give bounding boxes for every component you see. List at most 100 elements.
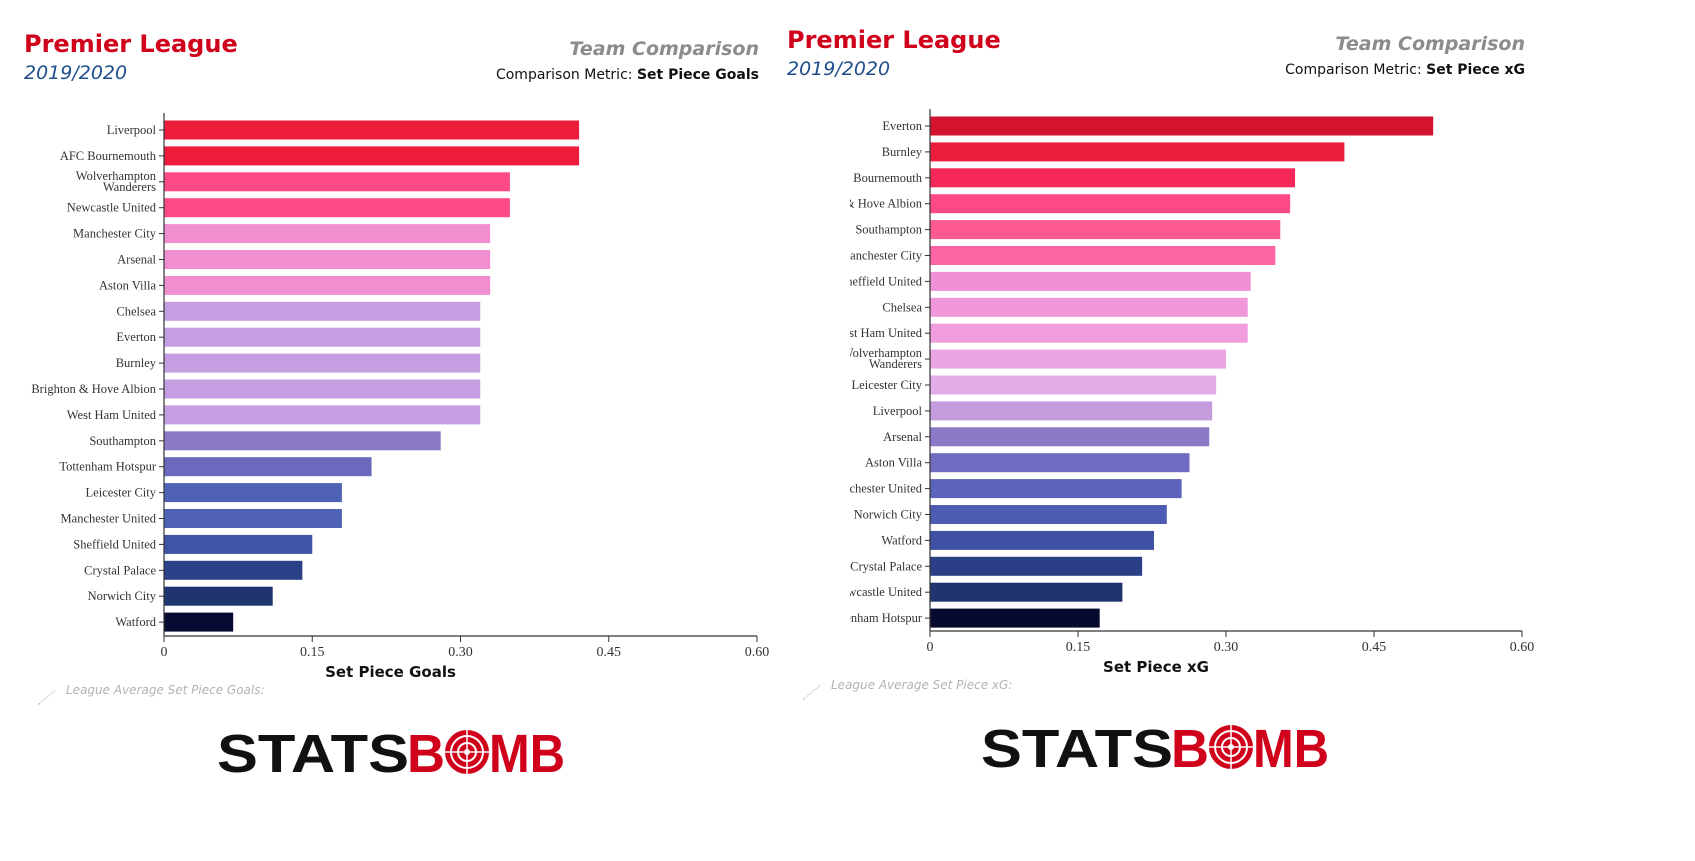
metric-prefix: Comparison Metric: [495,67,633,83]
x-tick-label: 0 [161,645,168,660]
category-label: Manchester City [850,249,923,263]
category-label: Sheffield United [73,537,156,551]
category-label: Arsenal [883,430,922,444]
league-average-label: League Average Set Piece Goals: [66,683,265,697]
bar-burnley [164,353,481,373]
bar-afc-bournemouth [164,146,580,166]
bar-tottenham-hotspur [930,608,1100,628]
category-label: Watford [881,533,922,547]
bar-newcastle-united [930,582,1123,602]
metric-prefix: Comparison Metric: [1285,62,1422,78]
category-label: Burnley [116,356,157,370]
bar-wolverhampton-wanderers [930,349,1226,369]
x-axis-title: Set Piece xG [1103,658,1209,676]
bar-norwich-city [930,505,1167,524]
bar-brighton-hove-albion [164,379,481,399]
logo-b-text: B [1171,719,1209,779]
bar-burnley [930,142,1345,162]
x-tick-label: 0.45 [597,645,622,660]
season-label: 2019/2020 [787,58,891,80]
bar-sheffield-united [930,271,1251,291]
season-label: 2019/2020 [24,62,128,84]
bar-manchester-city [930,246,1276,265]
category-labels: Liverpool AFC Bournemouth Wolverhampton Wan… [31,123,164,629]
category-label: Manchester United [61,512,157,526]
x-tick-label: 0 [927,640,934,655]
logo-mb-text: MB [489,724,565,784]
category-label: Burnley [882,145,923,159]
category-label: Leicester City [86,486,157,500]
bar-norwich-city [164,586,273,606]
category-label: Liverpool [107,123,157,137]
category-label: West Ham United [67,408,157,422]
bar-afc-bournemouth [930,168,1296,188]
bar-chart-set-piece-goals: Liverpool AFC Bournemouth Wolverhampton Wan… [31,113,770,681]
category-label: Arsenal [117,253,156,267]
category-label: Norwich City [854,508,923,522]
target-icon [1207,723,1255,771]
category-label: Newcastle United [67,201,157,215]
category-label: Aston Villa [865,456,922,470]
comparison-title: Team Comparison [1335,33,1525,55]
league-average-label: League Average Set Piece xG: [831,678,1013,692]
category-label: Tottenham Hotspur [59,460,157,474]
x-axis-title: Set Piece Goals [325,663,456,681]
bar-manchester-city [164,224,491,244]
category-label: Aston Villa [99,278,156,292]
x-tick-label: 0.60 [745,645,770,660]
bar-wolverhampton-wanderers [164,172,510,192]
panel-set-piece-xg: Premier League 2019/2020 Team Comparison… [787,0,1695,861]
bar-leicester-city [164,483,342,503]
panel-set-piece-goals: Premier League 2019/2020 Team Comparison… [0,0,845,861]
metric-name: Set Piece xG [1426,62,1525,78]
category-label: AFC Bournemouth [850,171,923,185]
bar-west-ham-united [930,323,1248,343]
category-label: Southampton [855,223,922,237]
bar-chelsea [930,297,1248,317]
bar-aston-villa [164,275,491,295]
category-label: Crystal Palace [84,563,156,577]
category-label: Southampton [89,434,156,448]
bar-manchester-united [930,479,1182,499]
league-average-note: League Average Set Piece Goals: [26,676,265,705]
bar-aston-villa [930,453,1190,473]
bar-southampton [930,220,1281,240]
bar-chelsea [164,301,481,321]
statsbomb-logo: STATS B MB [217,724,565,784]
category-label: Watford [115,615,156,629]
bar-newcastle-united [164,198,510,218]
category-label: Everton [882,119,922,133]
x-tick-label: 0.15 [300,645,325,660]
statsbomb-logo: STATS B MB [981,719,1329,779]
bar-watford [164,612,234,632]
x-tick-label: 0.60 [1510,640,1535,655]
bar-southampton [164,431,441,451]
bar-arsenal [930,427,1210,447]
category-label: Liverpool [873,404,923,418]
logo-b-text: B [407,724,445,784]
comparison-metric: Comparison Metric: Set Piece Goals [496,67,759,83]
category-label: Chelsea [882,300,922,314]
bar-everton [930,116,1434,136]
x-tick-label: 0.30 [1214,640,1239,655]
bar-watford [930,530,1154,550]
category-label: Manchester City [73,227,157,241]
bar-crystal-palace [930,556,1143,576]
bar-chart-set-piece-xg: Everton Burnley AFC Bournemouth Brighton & … [850,109,1535,676]
bar-liverpool [164,120,580,140]
comparison-title: Team Comparison [569,38,759,60]
league-title: Premier League [787,26,1001,54]
category-label: Brighton & Hove Albion [31,382,156,396]
x-ticks: 0 0.15 0.30 0.45 0.60 [927,631,1535,655]
target-icon [443,728,491,776]
league-title: Premier League [24,30,238,58]
bars [164,120,580,632]
x-ticks: 0 0.15 0.30 0.45 0.60 [161,636,770,660]
category-label: Chelsea [116,304,156,318]
bar-liverpool [930,401,1213,421]
metric-name: Set Piece Goals [636,67,759,83]
category-label: Brighton & Hove Albion [850,197,923,211]
bar-sheffield-united [164,534,313,554]
